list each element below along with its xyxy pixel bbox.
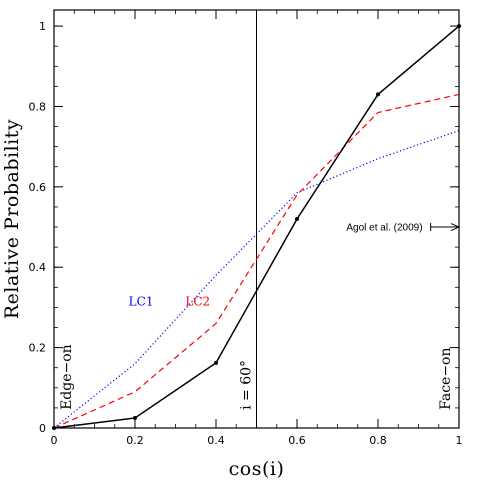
y-tick-label: 0.6 [29, 181, 47, 194]
y-tick-label: 0.4 [29, 261, 47, 274]
x-tick-label: 0.2 [126, 434, 144, 447]
face-on-label: Face−on [438, 347, 454, 409]
series-lc2-line [53, 93, 460, 429]
inclination-line-label: i = 60° [239, 360, 255, 410]
y-tick-label: 1 [39, 20, 46, 33]
x-tick-label: 1 [456, 434, 463, 447]
x-tick-label: 0 [51, 434, 58, 447]
x-axis-title: cos(i) [229, 458, 285, 480]
y-axis-title: Relative Probability [1, 119, 23, 319]
series-point [214, 360, 218, 365]
edge-on-label: Edge−on [59, 344, 75, 410]
series-solid-line [53, 25, 460, 429]
series-point [133, 415, 137, 420]
series-point [295, 217, 299, 221]
y-tick-label: 0.8 [29, 100, 47, 113]
agol-annotation: Agol et al. (2009) [346, 223, 422, 234]
series-label-lc2: LC2 [185, 294, 210, 308]
x-tick-label: 0.4 [207, 434, 225, 447]
series-lc1-line [53, 130, 460, 429]
x-tick-label: 0.8 [369, 434, 387, 447]
series-point [376, 92, 380, 97]
series-label-lc1: LC1 [129, 294, 154, 308]
y-tick-label: 0 [39, 422, 46, 435]
x-tick-label: 0.6 [288, 434, 306, 447]
y-tick-label: 0.2 [29, 342, 47, 355]
